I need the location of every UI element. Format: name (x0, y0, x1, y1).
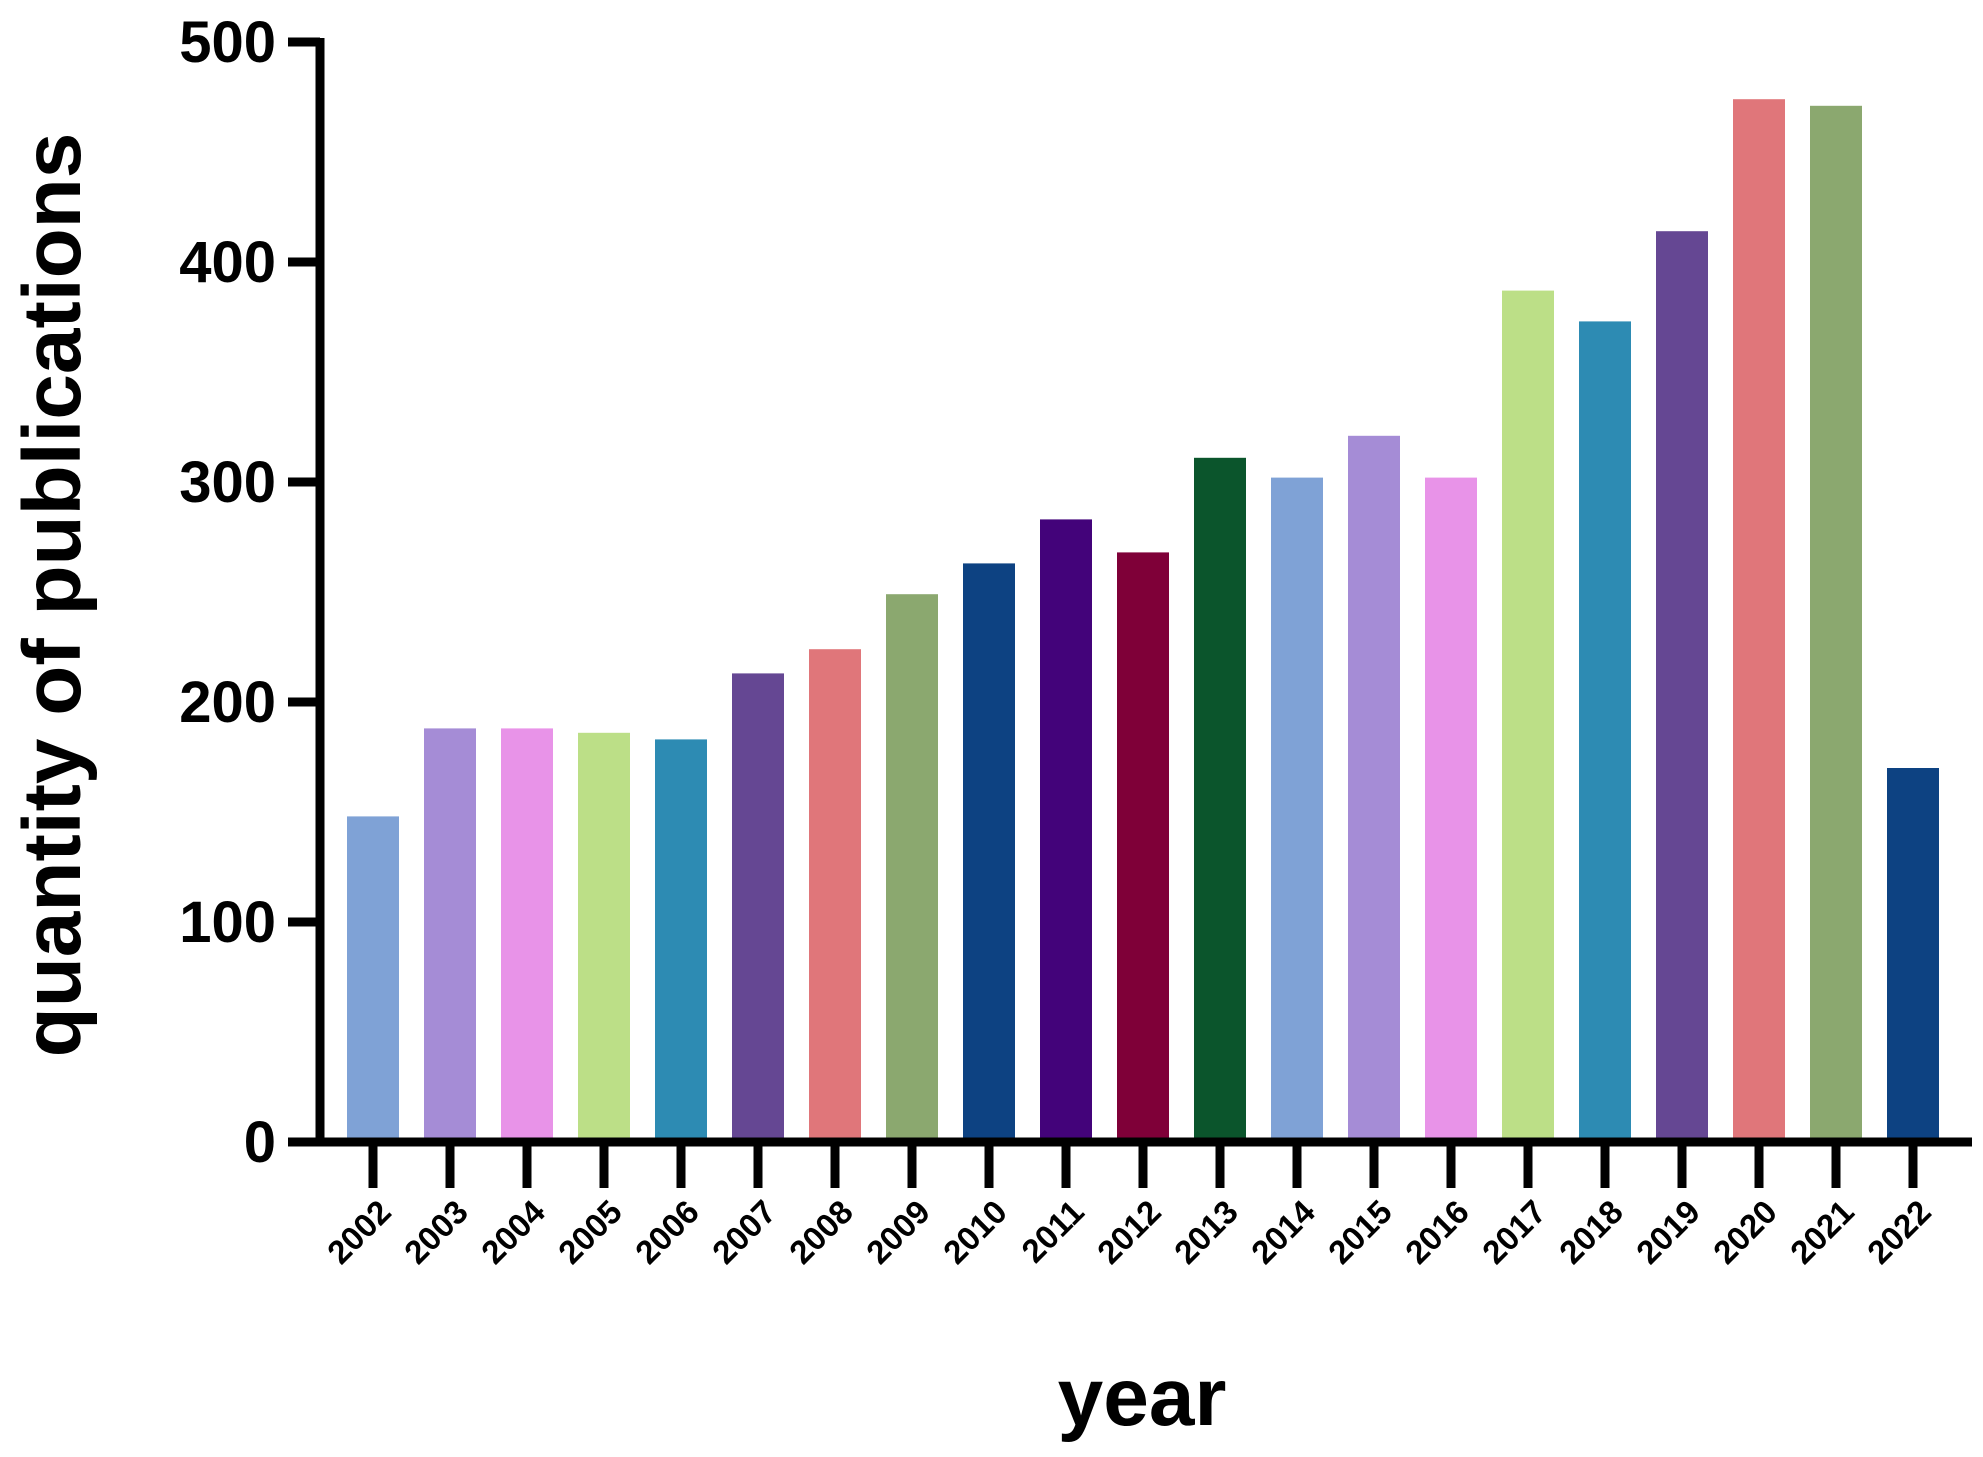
x-tick-label-2020: 2020 (1706, 1193, 1784, 1271)
bar-2002 (347, 816, 399, 1142)
y-tick-label: 200 (179, 670, 276, 735)
y-tick-label: 100 (179, 890, 276, 955)
y-axis-title: quantity of publications (7, 133, 98, 1058)
x-tick-label-2019: 2019 (1629, 1193, 1707, 1271)
x-tick-label-2011: 2011 (1014, 1193, 1091, 1270)
y-tick-label: 500 (179, 10, 276, 75)
y-tick-label: 300 (179, 450, 276, 515)
x-tick-label-2022: 2022 (1860, 1193, 1938, 1271)
bar-2012 (1117, 552, 1169, 1142)
bar-2021 (1810, 105, 1862, 1142)
y-tick-label: 0 (244, 1110, 276, 1175)
x-tick-label-2012: 2012 (1090, 1193, 1168, 1271)
x-tick-label-2009: 2009 (859, 1193, 937, 1271)
bar-2020 (1733, 99, 1785, 1143)
bars-group (347, 99, 1939, 1143)
bar-2019 (1656, 231, 1708, 1142)
bar-2006 (655, 739, 707, 1142)
x-tick-label-2008: 2008 (782, 1193, 860, 1271)
bar-2005 (578, 732, 630, 1142)
bar-2011 (1040, 519, 1092, 1142)
x-tick-label-2002: 2002 (320, 1193, 398, 1271)
x-tick-label-2016: 2016 (1398, 1193, 1476, 1271)
x-tick-label-2013: 2013 (1167, 1193, 1245, 1271)
bar-2003 (424, 728, 476, 1142)
x-tick-label-2006: 2006 (628, 1193, 706, 1271)
y-axis-ticks: 0 100 200 300 400 500 (179, 10, 320, 1175)
x-tick-label-2007: 2007 (705, 1193, 783, 1271)
bar-2008 (809, 649, 861, 1142)
bar-2007 (732, 673, 784, 1142)
x-tick-label-2005: 2005 (551, 1193, 629, 1271)
x-tick-label-2003: 2003 (397, 1193, 475, 1271)
x-tick-label-2017: 2017 (1475, 1193, 1553, 1271)
x-tick-label-2015: 2015 (1321, 1193, 1399, 1271)
bar-2013 (1194, 457, 1246, 1142)
bar-2004 (501, 728, 553, 1142)
x-tick-label-2021: 2021 (1783, 1193, 1861, 1271)
y-tick-label: 400 (179, 230, 276, 295)
x-tick-label-2010: 2010 (936, 1193, 1014, 1271)
bar-2009 (886, 594, 938, 1142)
bar-2016 (1425, 477, 1477, 1143)
bar-2017 (1502, 290, 1554, 1143)
bar-2015 (1348, 435, 1400, 1142)
bar-2022 (1887, 768, 1939, 1142)
bar-2014 (1271, 477, 1323, 1143)
bar-2018 (1579, 321, 1631, 1142)
bar-2010 (963, 563, 1015, 1142)
x-tick-label-2018: 2018 (1552, 1193, 1630, 1271)
x-tick-label-2014: 2014 (1244, 1192, 1323, 1271)
x-axis-title: year (1058, 1352, 1227, 1443)
x-tick-label-2004: 2004 (474, 1192, 553, 1271)
